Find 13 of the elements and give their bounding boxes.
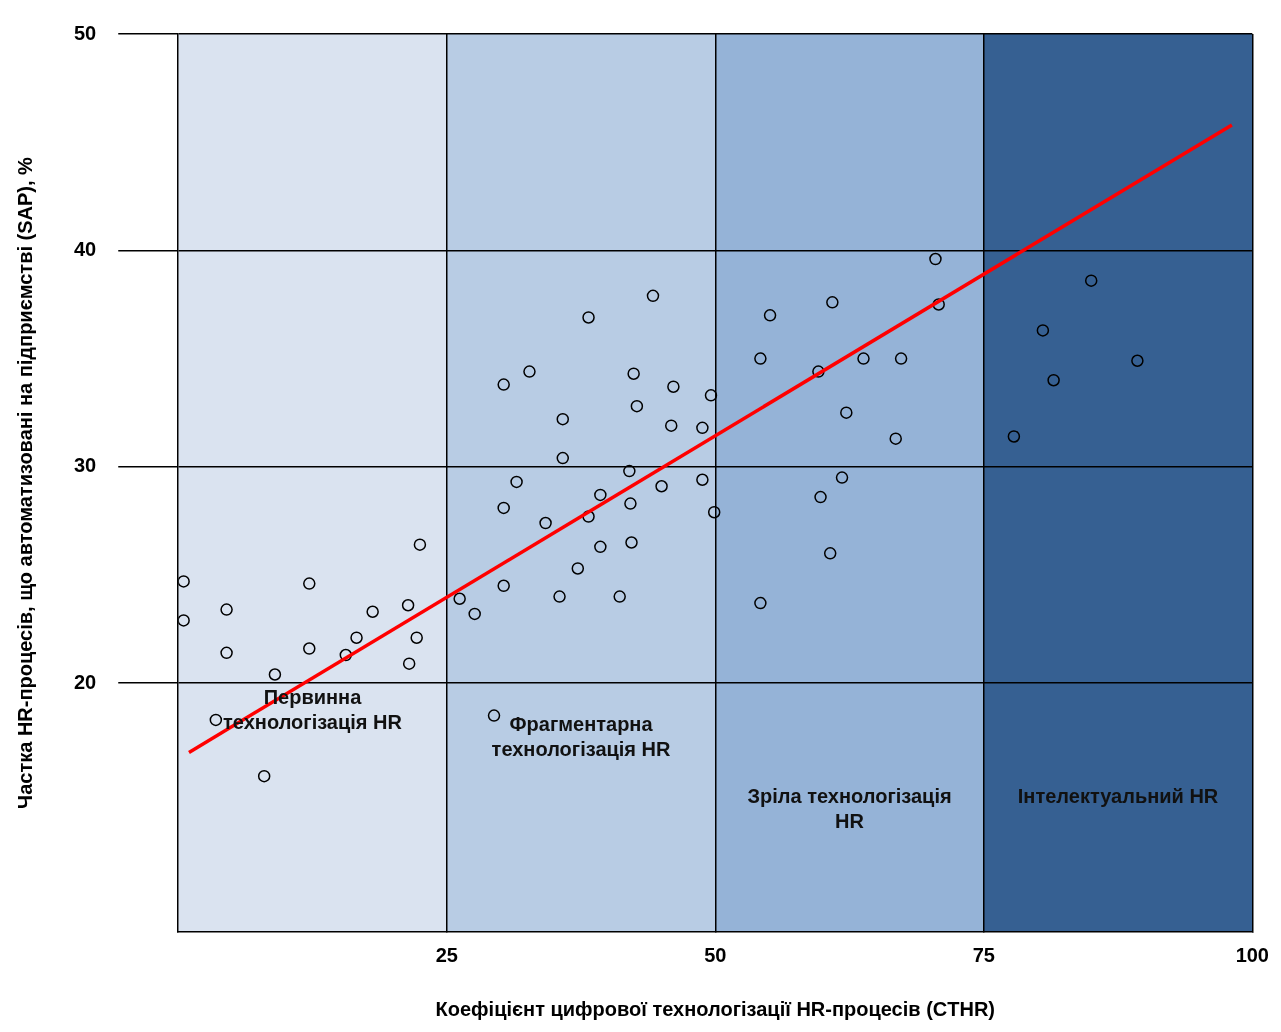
band-label: Інтелектуальний HR: [1017, 784, 1219, 807]
band-label: Зріла технологізація HR: [747, 784, 952, 832]
x-tick-label: 75: [972, 943, 995, 966]
y-tick-label: 40: [74, 237, 97, 260]
x-tick-label: 25: [435, 943, 458, 966]
x-tick-label: 100: [1235, 943, 1269, 966]
x-axis-title: Коефіцієнт цифрової технологізації HR-процесів (CTHR): [435, 997, 996, 1020]
y-tick-label: 30: [74, 454, 97, 477]
y-tick-label: 50: [74, 21, 97, 44]
y-tick-label: 20: [74, 670, 97, 693]
x-tick-label: 50: [704, 943, 727, 966]
y-axis-title: Частка HR-процесів, що автоматизовані на підприємстві (SAP), %: [13, 156, 36, 809]
band-label: Фрагментарна технологізація HR: [491, 712, 672, 760]
